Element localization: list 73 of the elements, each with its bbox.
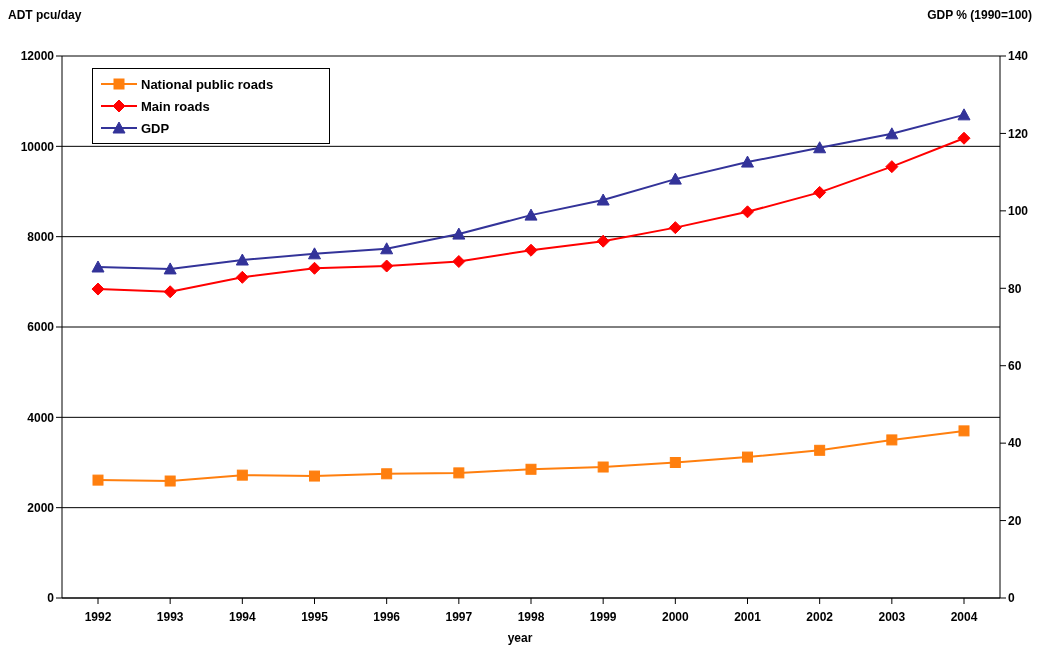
point xyxy=(742,451,753,463)
point xyxy=(308,261,321,275)
y2-tick-label: 40 xyxy=(1008,436,1022,451)
point xyxy=(308,247,321,260)
x-tick-label: 1998 xyxy=(517,609,545,624)
point xyxy=(452,227,466,240)
y2-tick-label: 20 xyxy=(1008,513,1022,528)
point xyxy=(957,131,971,145)
point xyxy=(957,108,971,121)
x-axis-title: year xyxy=(506,630,534,646)
point xyxy=(597,461,609,473)
point xyxy=(91,260,105,273)
y2-tick-label: 0 xyxy=(1008,591,1015,606)
point xyxy=(91,282,105,296)
x-tick-label: 2000 xyxy=(661,609,689,624)
point xyxy=(668,221,682,235)
point xyxy=(668,172,682,185)
y2-tick-label: 60 xyxy=(1008,358,1022,373)
point xyxy=(453,467,465,479)
point xyxy=(885,127,899,140)
x-tick-label: 1992 xyxy=(84,609,112,624)
point xyxy=(235,253,249,266)
x-tick-label: 1994 xyxy=(228,609,256,624)
legend-label: GDP xyxy=(141,120,170,136)
point xyxy=(596,193,610,206)
y2-axis-title: GDP % (1990=100) xyxy=(927,8,1032,22)
point xyxy=(886,434,898,446)
y2-tick-label: 80 xyxy=(1008,281,1022,296)
point xyxy=(380,259,394,273)
x-tick-label: 1995 xyxy=(301,609,329,624)
y2-tick-label: 140 xyxy=(1008,49,1029,64)
x-tick-label: 2002 xyxy=(806,609,834,624)
point xyxy=(381,468,393,480)
x-tick-label: 2001 xyxy=(734,609,762,624)
legend-label: Main roads xyxy=(141,98,210,114)
x-tick-label: 1997 xyxy=(445,609,473,624)
y2-tick-label: 120 xyxy=(1008,126,1029,141)
x-tick-label: 2004 xyxy=(950,609,978,624)
point xyxy=(236,469,248,481)
point xyxy=(235,270,249,284)
point xyxy=(525,463,537,475)
point xyxy=(741,155,754,168)
point xyxy=(813,185,827,199)
point xyxy=(885,160,899,174)
point xyxy=(164,475,176,487)
y-tick-label: 2000 xyxy=(27,500,55,515)
point xyxy=(741,205,754,219)
point xyxy=(524,208,538,221)
y-tick-label: 8000 xyxy=(27,229,55,244)
point xyxy=(92,474,104,486)
point xyxy=(380,242,394,255)
y-tick-label: 0 xyxy=(47,591,55,606)
x-tick-label: 1996 xyxy=(373,609,401,624)
y-tick-label: 12000 xyxy=(20,49,55,64)
point xyxy=(958,425,970,437)
y2-tick-label: 100 xyxy=(1008,204,1029,219)
point xyxy=(813,141,827,154)
y-tick-label: 10000 xyxy=(20,139,55,154)
x-tick-label: 1993 xyxy=(156,609,184,624)
y-axis-title: ADT pcu/day xyxy=(8,8,82,22)
point xyxy=(163,285,177,299)
point xyxy=(669,457,681,468)
point xyxy=(309,470,320,482)
point xyxy=(524,243,538,257)
x-tick-label: 2003 xyxy=(878,609,906,624)
x-tick-label: 1999 xyxy=(589,609,617,624)
legend-label: National public roads xyxy=(141,76,274,92)
point xyxy=(814,444,826,456)
point xyxy=(163,262,177,275)
point xyxy=(452,255,466,269)
y-tick-label: 6000 xyxy=(27,320,55,335)
y-tick-label: 4000 xyxy=(27,410,55,425)
point xyxy=(596,234,610,248)
